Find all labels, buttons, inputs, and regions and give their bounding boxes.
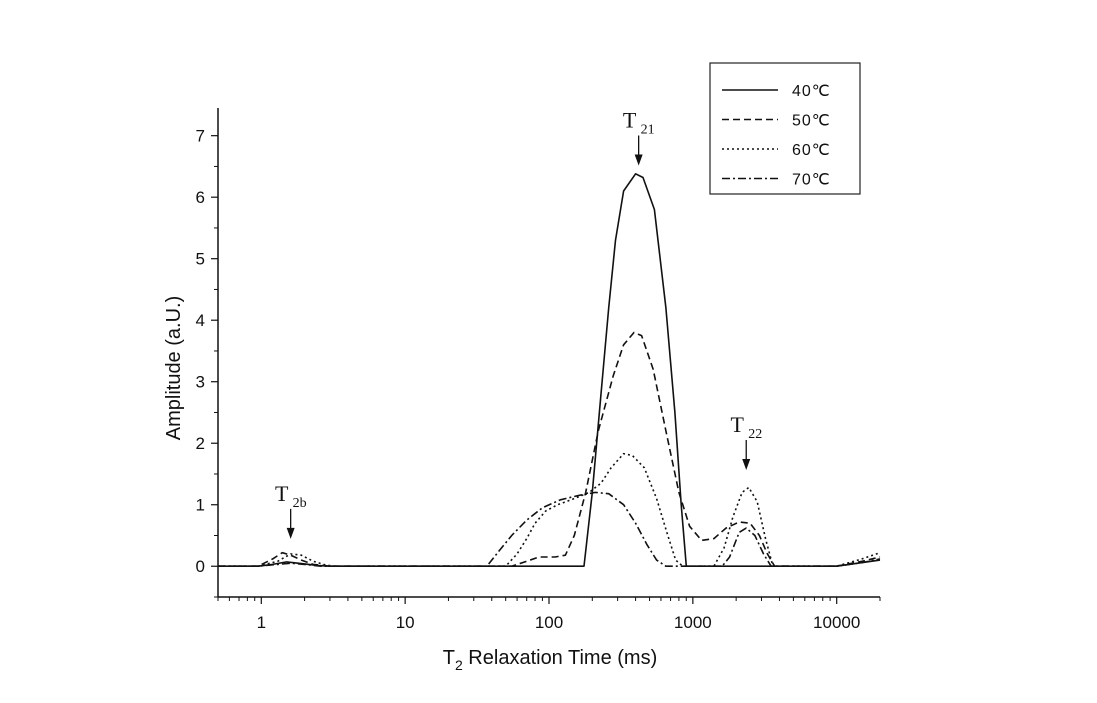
x-axis-title: T2 Relaxation Time (ms) [443, 647, 658, 673]
x-tick-label: 1000 [674, 613, 712, 632]
annotation-subscript-3: 2b [293, 496, 307, 511]
y-axis-title: Amplitude (a.U.) [163, 296, 185, 441]
series-line-1 [218, 173, 881, 568]
y-tick-label: 2 [196, 434, 205, 453]
y-tick-label: 1 [196, 496, 205, 515]
annotation-arrowhead-3 [286, 527, 295, 539]
series-group [218, 173, 881, 568]
x-axis-title-rest: Relaxation Time (ms) [463, 647, 658, 669]
annotation-subscript-1: 21 [641, 123, 655, 138]
x-axis-title-subscript: 2 [455, 657, 463, 673]
x-tick-label: 10000 [813, 613, 860, 632]
annotation-label-3: T [275, 481, 289, 506]
x-tick-label: 1 [257, 613, 266, 632]
legend-label-4: 70℃ [792, 172, 831, 189]
legend-label-1: 40℃ [792, 83, 831, 100]
series-line-3 [218, 452, 881, 568]
annotation-label-2: T [730, 412, 744, 437]
annotations: T 21 T 22 T 2b [275, 108, 762, 539]
annotation-arrowhead-2 [742, 458, 751, 470]
y-tick-label: 7 [196, 127, 205, 146]
annotation-subscript-2: 22 [748, 427, 762, 442]
y-tick-label: 0 [196, 557, 205, 576]
y-tick-label: 5 [196, 250, 205, 269]
y-tick-label: 6 [196, 188, 205, 207]
legend: 40℃ 50℃ 60℃ 70℃ [709, 62, 861, 195]
legend-box [709, 62, 861, 195]
x-tick-label: 100 [535, 613, 563, 632]
series-line-4 [218, 491, 881, 568]
legend-label-2: 50℃ [792, 113, 831, 130]
y-tick-label: 3 [196, 373, 205, 392]
annotation-label-1: T [623, 108, 637, 133]
annotation-arrowhead-1 [634, 154, 643, 166]
x-tick-label: 10 [396, 613, 415, 632]
legend-label-3: 60℃ [792, 142, 831, 159]
series-line-2 [218, 331, 881, 568]
y-tick-label: 4 [196, 311, 205, 330]
x-axis-title-t: T [443, 647, 455, 669]
ticks: 1 10 100 1000 10000 0 1 2 3 4 5 6 7 [196, 127, 881, 632]
